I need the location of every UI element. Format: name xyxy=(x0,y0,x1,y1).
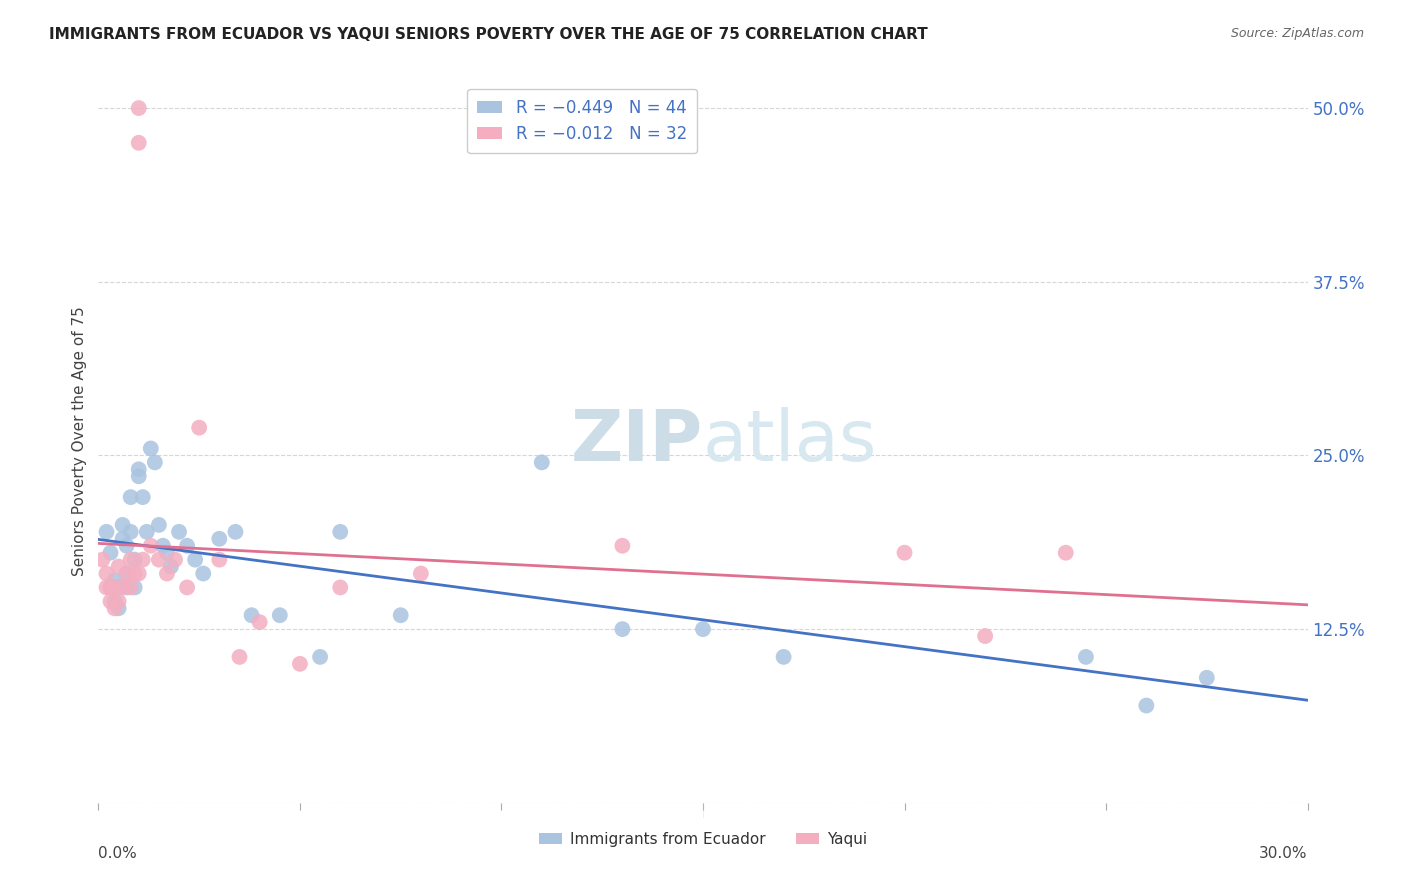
Point xyxy=(107,559,129,574)
Point xyxy=(329,581,352,595)
Point xyxy=(96,566,118,581)
Point xyxy=(1074,649,1097,664)
Point xyxy=(96,524,118,539)
Point xyxy=(1054,546,1077,560)
Point xyxy=(124,581,146,595)
Point xyxy=(100,546,122,560)
Point xyxy=(103,581,125,595)
Point xyxy=(893,546,915,560)
Point xyxy=(974,629,997,643)
Point xyxy=(309,649,332,664)
Point xyxy=(240,608,263,623)
Text: ZIP: ZIP xyxy=(571,407,703,476)
Point xyxy=(193,566,215,581)
Point xyxy=(692,622,714,636)
Point xyxy=(128,566,150,581)
Point xyxy=(128,469,150,483)
Point xyxy=(167,524,190,539)
Point xyxy=(772,649,794,664)
Point xyxy=(612,622,634,636)
Point xyxy=(103,574,125,588)
Text: 30.0%: 30.0% xyxy=(1260,847,1308,861)
Point xyxy=(120,552,142,566)
Point xyxy=(100,594,122,608)
Point xyxy=(329,524,352,539)
Point xyxy=(132,490,155,504)
Point xyxy=(188,420,211,434)
Point xyxy=(152,539,174,553)
Point xyxy=(115,581,138,595)
Point xyxy=(1195,671,1218,685)
Point xyxy=(139,442,162,456)
Y-axis label: Seniors Poverty Over the Age of 75: Seniors Poverty Over the Age of 75 xyxy=(72,307,87,576)
Text: atlas: atlas xyxy=(703,407,877,476)
Point xyxy=(409,566,432,581)
Point xyxy=(176,581,198,595)
Text: 0.0%: 0.0% xyxy=(98,847,138,861)
Point xyxy=(132,552,155,566)
Point xyxy=(612,539,634,553)
Point xyxy=(176,539,198,553)
Point xyxy=(96,581,118,595)
Point xyxy=(103,594,125,608)
Point xyxy=(163,552,186,566)
Point xyxy=(115,539,138,553)
Point xyxy=(128,136,150,150)
Point xyxy=(1135,698,1157,713)
Point xyxy=(128,462,150,476)
Point xyxy=(120,524,142,539)
Point xyxy=(100,581,122,595)
Point xyxy=(124,552,146,566)
Point xyxy=(208,532,231,546)
Point xyxy=(100,581,122,595)
Point xyxy=(148,552,170,566)
Point xyxy=(124,566,146,581)
Point xyxy=(135,524,157,539)
Point xyxy=(184,552,207,566)
Point xyxy=(148,517,170,532)
Point xyxy=(228,649,250,664)
Point xyxy=(107,594,129,608)
Point xyxy=(156,566,179,581)
Point xyxy=(107,601,129,615)
Point xyxy=(111,517,134,532)
Point xyxy=(107,581,129,595)
Point xyxy=(530,455,553,469)
Point xyxy=(139,539,162,553)
Point xyxy=(103,601,125,615)
Legend: Immigrants from Ecuador, Yaqui: Immigrants from Ecuador, Yaqui xyxy=(533,826,873,853)
Point xyxy=(111,581,134,595)
Point xyxy=(91,552,114,566)
Text: Source: ZipAtlas.com: Source: ZipAtlas.com xyxy=(1230,27,1364,40)
Text: IMMIGRANTS FROM ECUADOR VS YAQUI SENIORS POVERTY OVER THE AGE OF 75 CORRELATION : IMMIGRANTS FROM ECUADOR VS YAQUI SENIORS… xyxy=(49,27,928,42)
Point xyxy=(288,657,311,671)
Point xyxy=(156,546,179,560)
Point xyxy=(208,552,231,566)
Point xyxy=(115,566,138,581)
Point xyxy=(224,524,246,539)
Point xyxy=(111,532,134,546)
Point xyxy=(249,615,271,630)
Point xyxy=(269,608,291,623)
Point xyxy=(160,559,183,574)
Point xyxy=(120,490,142,504)
Point xyxy=(128,101,150,115)
Point xyxy=(120,581,142,595)
Point xyxy=(115,566,138,581)
Point xyxy=(389,608,412,623)
Point xyxy=(143,455,166,469)
